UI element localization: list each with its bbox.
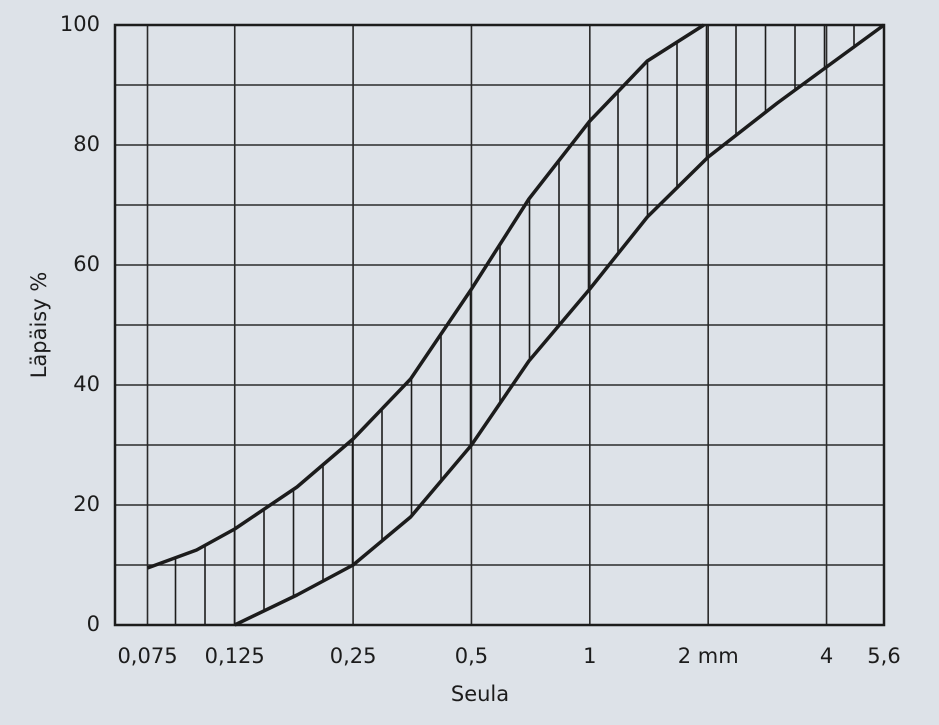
y-tick-label: 40 [73,372,100,396]
y-tick-label: 0 [87,612,100,636]
line [146,23,705,570]
x-tick-label: 1 [583,644,596,668]
y-axis-label: Läpäisy % [27,272,51,379]
x-tick-label: 5,6 [867,644,900,668]
y-tick-label: 60 [73,252,100,276]
x-tick-label: 4 [820,644,833,668]
x-tick-label: 2 mm [678,644,739,668]
y-tick-label: 80 [73,132,100,156]
y-tick-label: 20 [73,492,100,516]
x-tick-label: 0,25 [330,644,377,668]
x-axis-label: Seula [451,682,509,706]
plot-frame [113,23,886,627]
x-tick-label: 0,125 [205,644,265,668]
line [233,23,886,627]
y-tick-label: 100 [60,12,100,36]
x-tick-label: 0,075 [117,644,177,668]
x-tick-label: 0,5 [455,644,488,668]
